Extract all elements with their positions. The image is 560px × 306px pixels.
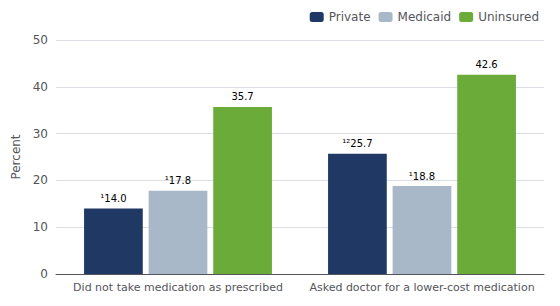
svg-text:42.6: 42.6: [475, 59, 497, 70]
svg-text:40: 40: [33, 80, 48, 94]
svg-text:Asked doctor for a lower-cost: Asked doctor for a lower-cost medication: [309, 281, 534, 294]
svg-text:30: 30: [33, 127, 48, 141]
svg-text:Private: Private: [329, 10, 371, 24]
svg-text:50: 50: [33, 33, 48, 47]
svg-text:35.7: 35.7: [231, 91, 253, 102]
svg-text:¹17.8: ¹17.8: [165, 175, 191, 186]
svg-text:0: 0: [40, 267, 48, 281]
svg-text:Medicaid: Medicaid: [398, 10, 452, 24]
svg-text:Did not take medication as pre: Did not take medication as prescribed: [73, 281, 283, 294]
svg-text:¹18.8: ¹18.8: [409, 171, 435, 182]
svg-text:¹²25.7: ¹²25.7: [342, 138, 372, 149]
svg-text:¹14.0: ¹14.0: [100, 193, 126, 204]
svg-text:Percent: Percent: [9, 134, 23, 179]
svg-text:20: 20: [33, 173, 48, 187]
svg-text:Uninsured: Uninsured: [478, 10, 539, 24]
svg-text:10: 10: [33, 220, 48, 234]
